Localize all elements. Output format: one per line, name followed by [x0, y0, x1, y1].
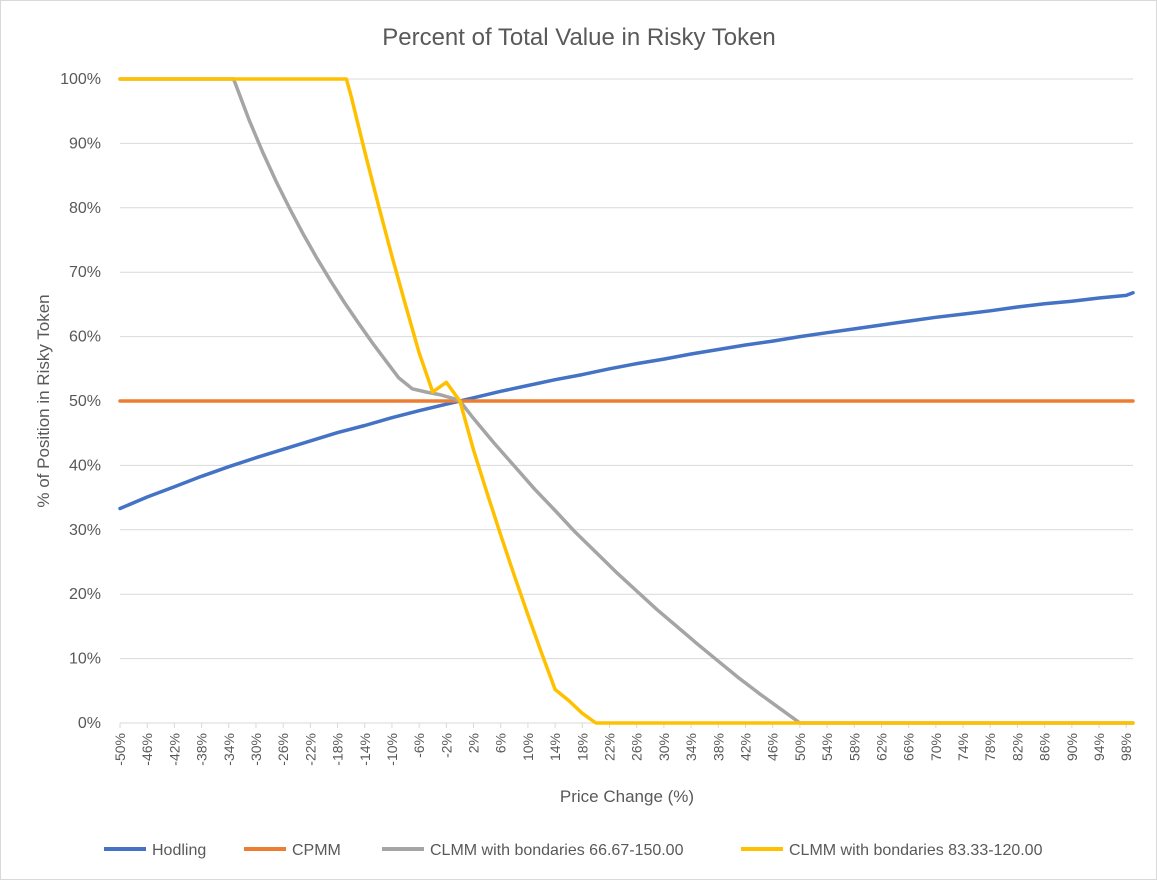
y-tick-label: 30%	[69, 522, 101, 539]
x-tick-label: 94%	[1091, 733, 1107, 761]
legend-label: CPMM	[292, 842, 341, 859]
x-tick-label: 38%	[710, 733, 726, 761]
series-line-3	[118, 77, 1135, 725]
legend-item: CLMM with bondaries 66.67-150.00	[382, 842, 684, 859]
x-tick-label: 30%	[656, 733, 672, 761]
x-tick-label: 86%	[1037, 733, 1053, 761]
legend-item: CLMM with bondaries 83.33-120.00	[741, 842, 1043, 859]
x-tick-label: -34%	[221, 733, 237, 766]
y-tick-label: 70%	[69, 264, 101, 281]
x-tick-label: 82%	[1009, 733, 1025, 761]
x-tick-label: -30%	[248, 733, 264, 766]
x-tick-label: -46%	[139, 733, 155, 766]
x-axis-ticks: -50% -46% -42% -38% -34% -30% -26% -22% -18% -14%…	[112, 723, 1134, 766]
y-tick-label: 10%	[69, 651, 101, 668]
x-tick-label: 42%	[737, 733, 753, 761]
x-tick-label: 54%	[819, 733, 835, 761]
y-tick-label: 80%	[69, 200, 101, 217]
x-tick-label: 70%	[928, 733, 944, 761]
y-tick-label: 20%	[69, 586, 101, 603]
x-tick-label: 18%	[574, 733, 590, 761]
x-tick-label: 26%	[629, 733, 645, 761]
x-tick-label: -50%	[112, 733, 128, 766]
x-tick-label: -22%	[302, 733, 318, 766]
legend-item: CPMM	[244, 842, 341, 859]
legend-label: CLMM with bondaries 66.67-150.00	[430, 842, 684, 859]
x-tick-label: -26%	[275, 733, 291, 766]
x-tick-label: 34%	[683, 733, 699, 761]
x-tick-label: -18%	[330, 733, 346, 766]
x-tick-label: -14%	[357, 733, 373, 766]
legend-label: CLMM with bondaries 83.33-120.00	[789, 842, 1043, 859]
x-tick-label: 14%	[547, 733, 563, 761]
x-tick-label: 46%	[765, 733, 781, 761]
y-tick-label: 60%	[69, 329, 101, 346]
y-axis-ticks: 0% 10% 20% 30% 40% 50% 60% 70% 80% 90% 100%	[60, 71, 101, 732]
y-axis-label: % of Position in Risky Token	[34, 294, 53, 507]
series-line-4	[118, 77, 1135, 725]
y-tick-label: 0%	[78, 715, 101, 732]
y-tick-label: 90%	[69, 135, 101, 152]
y-tick-label: 100%	[60, 71, 101, 88]
x-tick-label: 58%	[846, 733, 862, 761]
y-tick-label: 50%	[69, 393, 101, 410]
x-tick-label: 10%	[520, 733, 536, 761]
x-tick-label: 62%	[873, 733, 889, 761]
legend-label: Hodling	[152, 842, 206, 859]
x-tick-label: 22%	[602, 733, 618, 761]
x-tick-label: 50%	[792, 733, 808, 761]
x-axis-label: Price Change (%)	[560, 787, 694, 806]
chart-title: Percent of Total Value in Risky Token	[382, 24, 776, 51]
x-tick-label: 78%	[982, 733, 998, 761]
x-tick-label: 98%	[1118, 733, 1134, 761]
x-tick-label: 2%	[466, 733, 482, 753]
legend: Hodling CPMM CLMM with bondaries 66.67-150…	[104, 842, 1043, 859]
x-tick-label: 6%	[493, 733, 509, 753]
y-tick-label: 40%	[69, 457, 101, 474]
x-tick-label: 66%	[901, 733, 917, 761]
series-lines	[118, 77, 1135, 725]
x-tick-label: -10%	[384, 733, 400, 766]
x-tick-label: -6%	[411, 733, 427, 758]
legend-item: Hodling	[104, 842, 206, 859]
x-tick-label: 74%	[955, 733, 971, 761]
series-line-1	[118, 291, 1135, 511]
x-tick-label: -42%	[166, 733, 182, 766]
x-tick-label: 90%	[1064, 733, 1080, 761]
x-tick-label: -2%	[438, 733, 454, 758]
x-tick-label: -38%	[194, 733, 210, 766]
